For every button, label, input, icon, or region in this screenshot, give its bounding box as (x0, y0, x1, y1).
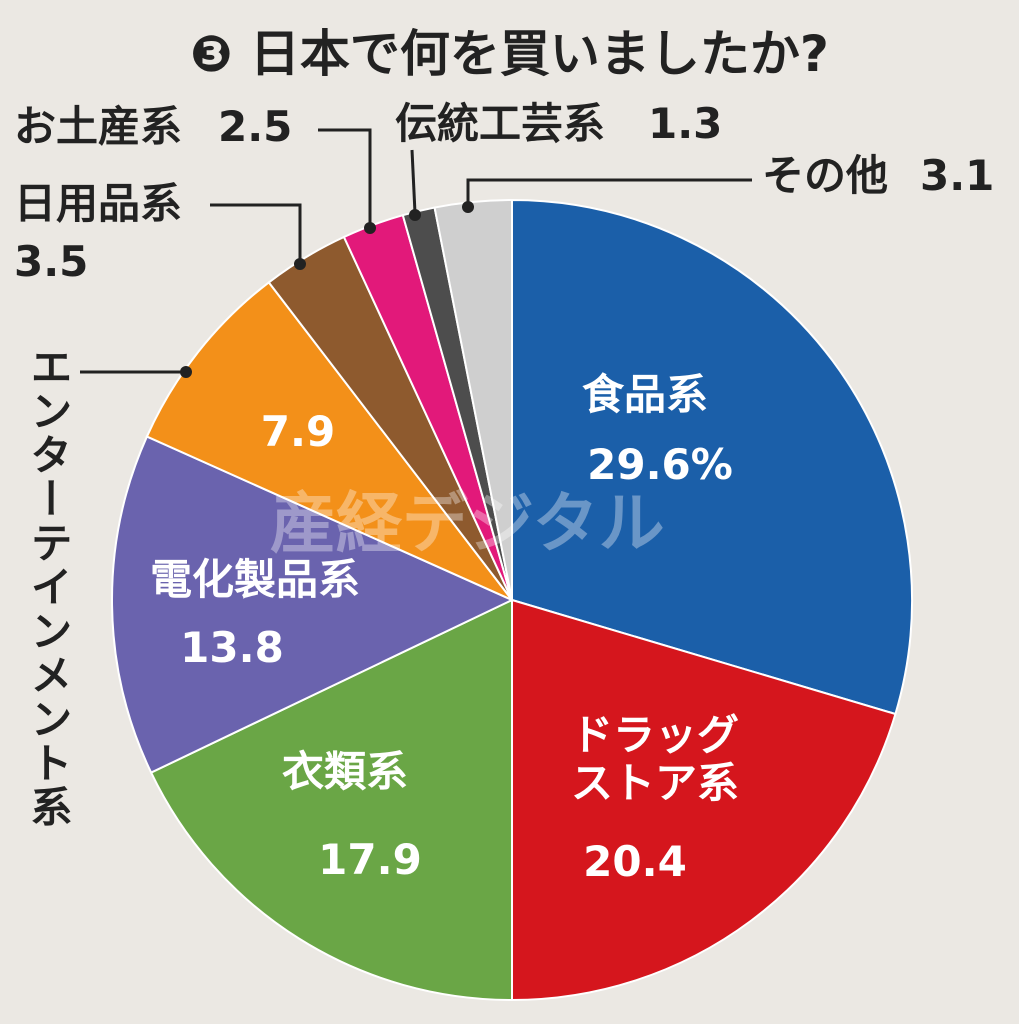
value-label: 1.3 (648, 99, 723, 148)
value-label: 3.5 (14, 237, 89, 286)
leader-dot (180, 366, 192, 378)
category-label: 日用品系 (14, 179, 183, 228)
leader-lines (80, 128, 752, 374)
value-label: 29.6% (587, 439, 733, 489)
leader-line (466, 178, 752, 205)
category-label: お土産系 (14, 102, 183, 151)
category-label: 衣類系 (281, 746, 409, 796)
leader-line (410, 149, 417, 214)
pie-slice (111, 435, 515, 774)
category-label: エンターテインメント系 (24, 345, 73, 829)
value-label: 2.5 (218, 102, 293, 151)
leader-dot (294, 258, 306, 270)
pie-slice (145, 281, 513, 601)
leader-dots (180, 201, 474, 378)
category-label: 電化製品系 (149, 554, 361, 604)
pie-slice (511, 598, 897, 1002)
watermark: 産経デジタル (270, 485, 665, 562)
pie-slice (511, 198, 914, 716)
leader-line (318, 128, 372, 226)
value-label: 20.4 (583, 836, 687, 886)
category-label: 伝統工芸系 (395, 99, 606, 148)
leader-dot (409, 209, 421, 221)
value-label: 13.8 (180, 622, 284, 672)
pie-slice (433, 198, 513, 601)
value-label: 17.9 (318, 834, 422, 884)
value-label: 3.1 (920, 151, 995, 200)
leader-dot (462, 201, 474, 213)
pie-slice (149, 598, 513, 1002)
category-label: その他 (762, 151, 889, 200)
value-label: 7.9 (260, 406, 336, 456)
leader-dot (364, 222, 376, 234)
category-label: 食品系 (581, 369, 709, 419)
category-label: ドラッグ ストア系 (570, 710, 740, 808)
chart-title: ❸ 日本で何を買いましたか? (190, 25, 829, 83)
leader-line (210, 203, 302, 262)
